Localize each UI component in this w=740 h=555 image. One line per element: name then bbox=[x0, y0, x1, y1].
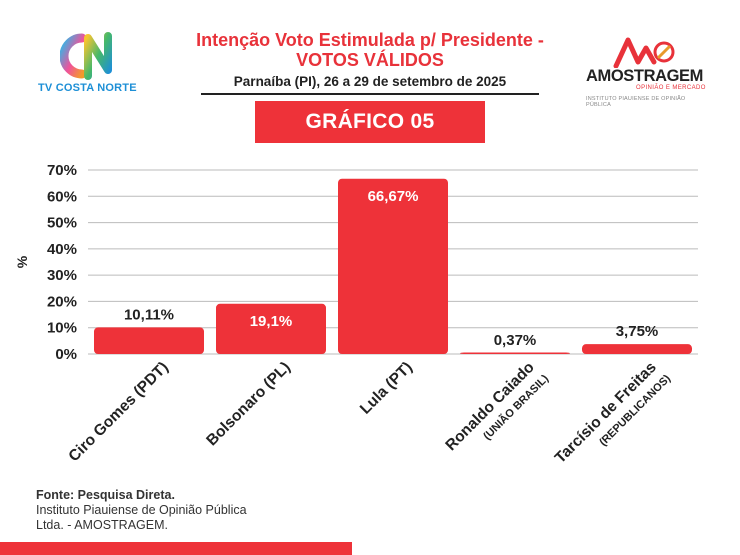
bar bbox=[94, 327, 204, 354]
category-label: Tarcísio de Freitas bbox=[552, 359, 660, 467]
tv-costa-norte-logo: TV COSTA NORTE bbox=[38, 32, 148, 98]
y-tick-label: 50% bbox=[47, 215, 77, 232]
chart-subtitle: Parnaíba (PI), 26 a 29 de setembro de 20… bbox=[201, 74, 539, 95]
amostragem-institute: INSTITUTO PIAUIENSE DE OPINIÃO PÚBLICA bbox=[586, 96, 686, 108]
bar bbox=[216, 303, 326, 354]
footer-accent-bar bbox=[0, 542, 352, 555]
y-tick-label: 0% bbox=[55, 346, 77, 363]
category-label: Bolsonaro (PL) bbox=[203, 359, 294, 450]
tv-costa-norte-text: TV COSTA NORTE bbox=[38, 82, 137, 94]
bar-value-label: 19,1% bbox=[250, 313, 293, 330]
category-label: Ciro Gomes (PDT) bbox=[65, 359, 171, 465]
amostragem-name: AMOSTRAGEM bbox=[586, 67, 703, 85]
bar-value-label: 10,11% bbox=[124, 306, 174, 323]
y-tick-label: 40% bbox=[47, 241, 77, 258]
amostragem-logo: AMOSTRAGEM OPINIÃO E MERCADO INSTITUTO P… bbox=[582, 36, 712, 108]
chart-header: Intenção Voto Estimulada p/ Presidente -… bbox=[155, 30, 585, 95]
bar bbox=[460, 352, 570, 354]
bar-value-label: 66,67% bbox=[368, 188, 419, 205]
y-tick-label: 70% bbox=[47, 162, 77, 179]
chart-title-line2: VOTOS VÁLIDOS bbox=[296, 50, 444, 70]
amostragem-tagline: OPINIÃO E MERCADO bbox=[636, 85, 706, 91]
bar bbox=[338, 178, 448, 354]
chart-title-line1: Intenção Voto Estimulada p/ Presidente - bbox=[196, 30, 544, 50]
bar bbox=[582, 344, 692, 354]
bar-chart: 0% 10% 20% 30% 40% 50% 60% 70%% 10,11% Ciro Gomes… bbox=[14, 162, 698, 467]
bar-value-label: 3,75% bbox=[616, 323, 659, 340]
y-axis-label: % bbox=[14, 255, 30, 268]
bar-value-label: 0,37% bbox=[494, 332, 537, 349]
tv-costa-norte-mark-icon bbox=[60, 32, 112, 80]
footer: Fonte: Pesquisa Direta. Instituto Piauie… bbox=[36, 488, 251, 533]
y-tick-label: 30% bbox=[47, 267, 77, 284]
footer-source: Fonte: Pesquisa Direta. bbox=[36, 488, 175, 502]
y-tick-label: 10% bbox=[47, 320, 77, 337]
chart-number-badge: GRÁFICO 05 bbox=[255, 101, 485, 143]
amostragem-mark-icon bbox=[613, 37, 675, 68]
category-label: Lula (PT) bbox=[357, 359, 416, 418]
y-tick-label: 60% bbox=[47, 188, 77, 205]
footer-institute: Instituto Piauiense de Opinião Pública L… bbox=[36, 503, 247, 532]
y-tick-label: 20% bbox=[47, 293, 77, 310]
